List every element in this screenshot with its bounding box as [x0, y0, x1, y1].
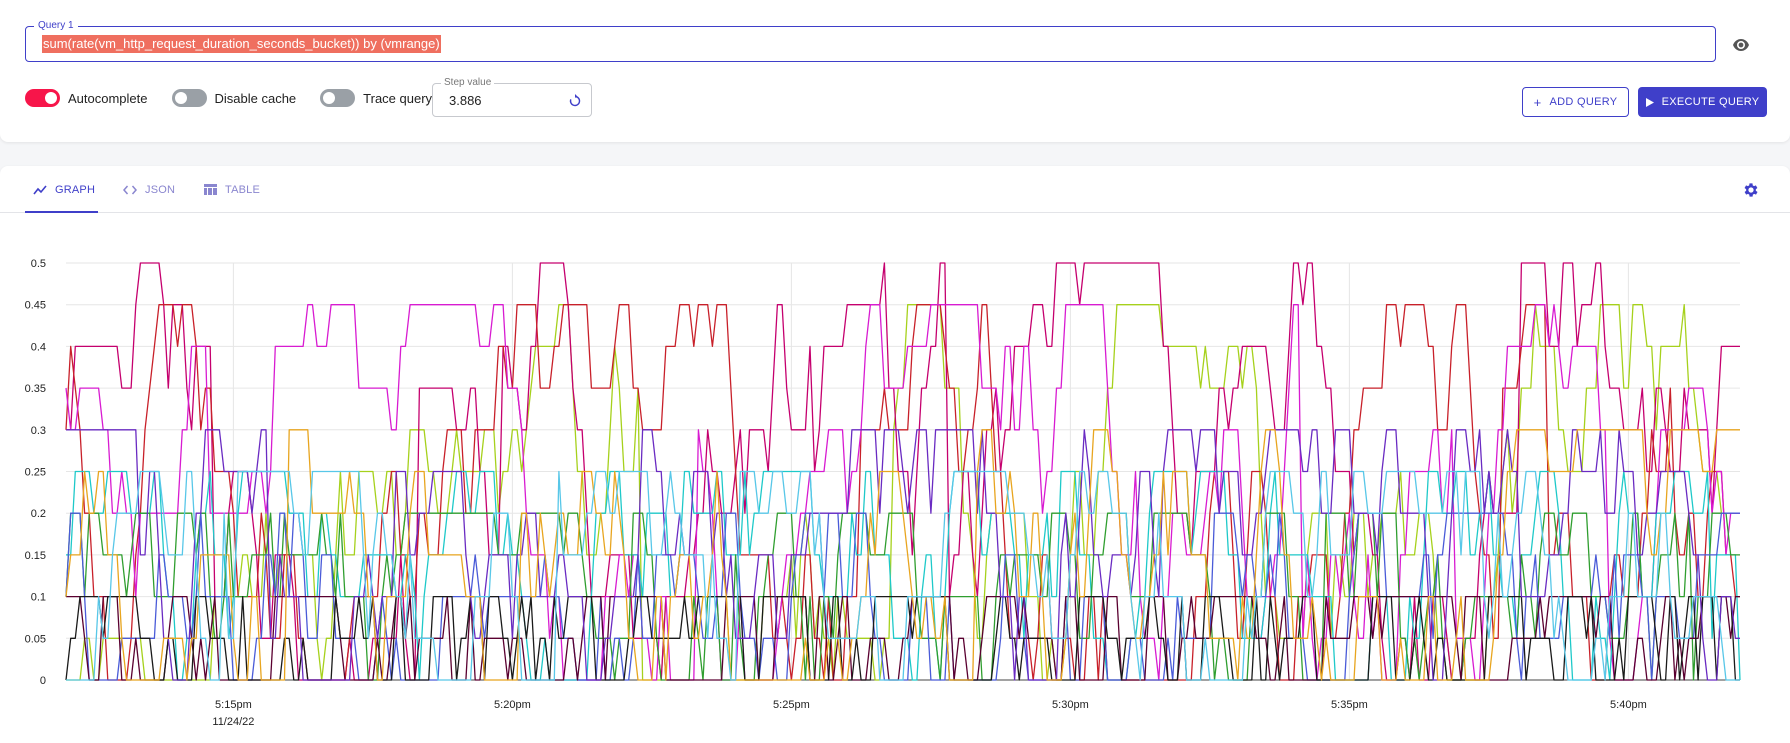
x-tick-sublabel: 11/24/22 [212, 716, 254, 728]
tab-json[interactable]: JSON [123, 166, 175, 213]
chart[interactable]: 0 0.05 0.1 0.15 0.2 0.25 0.3 0.35 0.4 0.45 0.5 5:15… [0, 213, 1790, 743]
series-line [66, 304, 1740, 681]
disable-cache-toggle[interactable]: Disable cache [171, 89, 297, 107]
series-line [65, 304, 1740, 681]
series-line [65, 595, 1740, 681]
tab-table[interactable]: TABLE [204, 166, 260, 213]
x-tick-label: 5:20pm [494, 699, 531, 711]
tab-table-label: TABLE [225, 183, 261, 196]
trace-query-switch[interactable] [320, 89, 356, 107]
tab-graph[interactable]: GRAPH [33, 166, 95, 213]
y-tick-label: 0.35 [25, 383, 46, 395]
add-query-button[interactable]: + ADD QUERY [1522, 87, 1629, 117]
y-tick-label: 0.3 [31, 425, 46, 437]
step-value-input[interactable]: Step value 3.886 [432, 76, 592, 117]
series-line [66, 429, 1740, 681]
query-text[interactable]: sum(rate(vm_http_request_duration_second… [42, 35, 441, 53]
chart-line-icon [33, 184, 47, 195]
code-icon [123, 185, 137, 195]
gear-icon[interactable] [1742, 181, 1760, 199]
series-line [66, 470, 1740, 681]
y-tick-label: 0.1 [31, 592, 46, 604]
autocomplete-switch[interactable] [25, 89, 60, 107]
query-input[interactable]: Query 1 sum(rate(vm_http_request_duratio… [25, 19, 1716, 62]
eye-icon[interactable] [1730, 34, 1752, 56]
y-tick-label: 0.45 [25, 300, 46, 312]
tab-json-label: JSON [145, 183, 176, 196]
x-tick-label: 5:35pm [1331, 699, 1368, 711]
play-icon [1645, 96, 1654, 109]
disable-cache-label: Disable cache [214, 90, 297, 106]
series-line [65, 304, 1740, 681]
add-query-label: ADD QUERY [1549, 96, 1618, 108]
autocomplete-label: Autocomplete [68, 90, 148, 106]
execute-query-button[interactable]: EXECUTE QUERY [1638, 87, 1767, 117]
disable-cache-switch[interactable] [171, 89, 207, 107]
series-line [66, 470, 1741, 681]
query-input-label: Query 1 [34, 19, 78, 33]
autocomplete-toggle[interactable]: Autocomplete [25, 89, 148, 107]
y-tick-label: 0 [40, 675, 46, 687]
y-tick-label: 0.05 [25, 633, 46, 645]
step-value-label: Step value [441, 76, 495, 90]
plus-icon: + [1533, 94, 1542, 110]
series-line [65, 429, 1740, 681]
y-tick-label: 0.4 [31, 341, 46, 353]
trace-query-label: Trace query [363, 90, 433, 106]
step-value-text[interactable]: 3.886 [449, 93, 482, 108]
y-tick-label: 0.2 [31, 508, 46, 520]
x-tick-label: 5:30pm [1052, 699, 1089, 711]
execute-query-label: EXECUTE QUERY [1661, 96, 1760, 108]
x-tick-label: 5:15pm [215, 699, 252, 711]
x-tick-label: 5:40pm [1610, 699, 1647, 711]
reset-icon[interactable] [567, 93, 583, 109]
query-options: Autocomplete Disable cache Trace query [25, 84, 456, 112]
x-tick-label: 5:25pm [773, 699, 810, 711]
active-tab-indicator [25, 211, 98, 213]
tab-graph-label: GRAPH [55, 183, 96, 196]
query-panel: Query 1 sum(rate(vm_http_request_duratio… [0, 0, 1790, 142]
y-tick-label: 0.25 [25, 467, 46, 479]
table-icon [204, 184, 217, 195]
y-tick-label: 0.15 [25, 550, 46, 562]
trace-query-toggle[interactable]: Trace query [320, 89, 432, 107]
view-tabs: GRAPH JSON TABLE [0, 166, 1790, 213]
graph-panel: GRAPH JSON TABLE 0 0.05 0.1 0.15 0.2 0.25 0.3 0… [0, 166, 1790, 743]
y-tick-label: 0.5 [31, 258, 46, 270]
